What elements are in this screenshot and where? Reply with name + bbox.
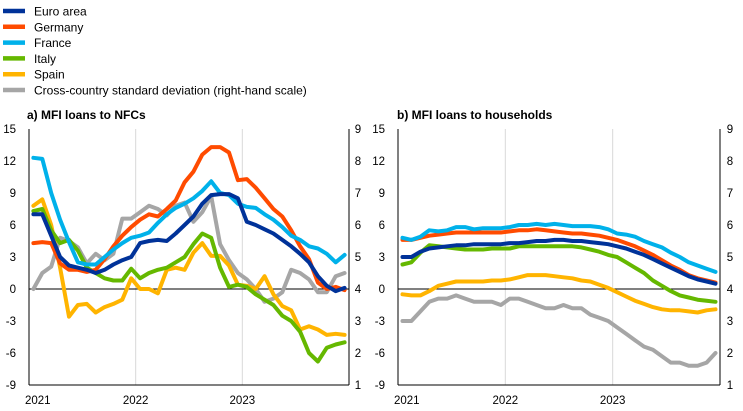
series-line-euro (400, 237, 718, 286)
y2-tick-label: 8 (727, 156, 733, 168)
y2-tick-label: 2 (727, 348, 733, 360)
legend-label: Germany (34, 20, 83, 34)
y2-tick-label: 3 (355, 316, 361, 328)
x-tick-label: 2021 (25, 395, 51, 407)
x-tick-label: 2023 (230, 395, 256, 407)
y-tick-label: -3 (375, 316, 385, 328)
y-tick-label: 0 (379, 284, 385, 296)
legend-label: France (34, 36, 72, 50)
y2-tick-label: 1 (355, 380, 361, 392)
y2-tick-label: 7 (355, 188, 361, 200)
panel-nfc-loans: a) MFI loans to NFCs 15129630-3-6-998765… (3, 108, 362, 407)
y-tick-label: 15 (372, 124, 385, 136)
panel-title: a) MFI loans to NFCs (27, 108, 146, 122)
series-line-france (400, 221, 718, 274)
y-tick-label: 3 (10, 252, 16, 264)
y-tick-label: -6 (6, 348, 16, 360)
y-tick-label: 0 (10, 284, 16, 296)
panel-title: b) MFI loans to households (397, 108, 553, 122)
y-tick-label: 15 (3, 124, 16, 136)
y2-tick-label: 4 (355, 284, 362, 296)
y2-tick-label: 9 (727, 124, 733, 136)
y-tick-label: 6 (379, 220, 385, 232)
y-tick-label: 9 (10, 188, 16, 200)
legend-label: Italy (34, 52, 56, 66)
y-tick-label: 6 (10, 220, 16, 232)
series-line-germany (400, 227, 718, 285)
y2-tick-label: 2 (355, 348, 361, 360)
series-line-germany (31, 145, 347, 293)
series-line-italy (400, 243, 718, 304)
legend-label: Spain (34, 68, 65, 82)
y2-tick-label: 6 (727, 220, 733, 232)
legend-label: Euro area (34, 5, 87, 19)
y2-tick-label: 4 (727, 284, 734, 296)
y-tick-label: -6 (375, 348, 385, 360)
y2-tick-label: 1 (727, 380, 733, 392)
x-tick-label: 2022 (123, 395, 149, 407)
panel-household-loans: b) MFI loans to households 15129630-3-6-… (372, 108, 734, 407)
y2-tick-label: 7 (727, 188, 733, 200)
y2-tick-label: 6 (355, 220, 361, 232)
x-tick-label: 2022 (493, 395, 519, 407)
y2-tick-label: 3 (727, 316, 733, 328)
x-tick-label: 2023 (600, 395, 626, 407)
y2-tick-label: 5 (727, 252, 733, 264)
series-line-cross-country (400, 293, 718, 368)
y-tick-label: -9 (6, 380, 16, 392)
y-tick-label: 9 (379, 188, 385, 200)
legend-label: Cross-country standard deviation (right-… (34, 84, 307, 98)
x-tick-label: 2021 (394, 395, 420, 407)
y-tick-label: -3 (6, 316, 16, 328)
series-line-spain (400, 273, 718, 315)
series-line-france (31, 155, 347, 267)
series-line-spain (31, 197, 347, 337)
series-line-italy (31, 207, 347, 364)
y2-tick-label: 9 (355, 124, 361, 136)
y2-tick-label: 8 (355, 156, 361, 168)
y-tick-label: 12 (372, 156, 385, 168)
y-tick-label: 3 (379, 252, 385, 264)
y2-tick-label: 5 (355, 252, 361, 264)
y-tick-label: 12 (3, 156, 16, 168)
series-line-euro (31, 192, 347, 294)
y-tick-label: -9 (375, 380, 385, 392)
